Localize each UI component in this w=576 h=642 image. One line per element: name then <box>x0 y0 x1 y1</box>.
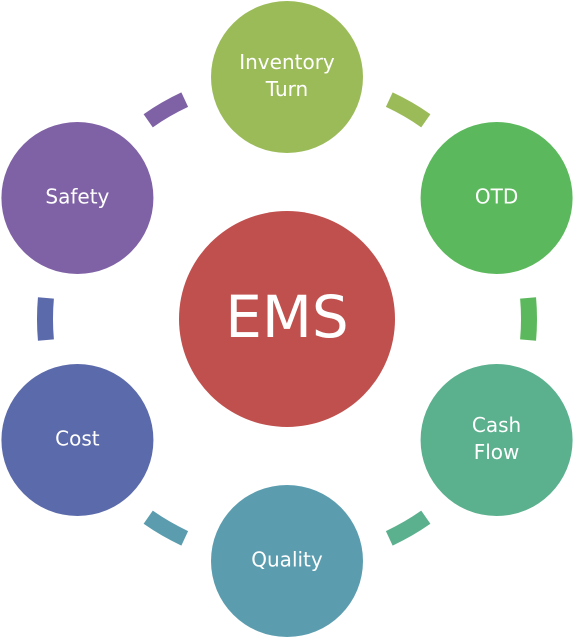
connector-otd-to-cash-flow <box>520 297 537 341</box>
center-label: EMS <box>225 283 349 351</box>
center-circle <box>179 211 395 427</box>
node-label-cash-flow-line-1: Cash <box>472 413 521 437</box>
node-safety: Safety <box>1 122 154 274</box>
node-circle-safety <box>1 122 154 274</box>
connector-inventory-turn-to-otd <box>385 92 431 128</box>
node-label-safety: Safety <box>45 185 109 209</box>
connector-layer <box>37 92 537 546</box>
node-otd: OTD <box>420 122 573 274</box>
node-quality: Quality <box>211 485 363 637</box>
connector-quality-to-cost <box>143 510 189 546</box>
connector-safety-to-inventory-turn <box>143 92 189 128</box>
center-node: EMS <box>179 211 395 427</box>
connector-cash-flow-to-quality <box>385 510 431 546</box>
connector-cost-to-safety <box>37 297 54 341</box>
node-circle-inventory-turn <box>211 1 363 153</box>
node-circle-quality <box>211 485 363 637</box>
node-label-inventory-turn-line-1: Inventory <box>239 50 335 74</box>
node-circle-cost <box>1 364 154 516</box>
node-label-cost: Cost <box>55 427 100 451</box>
node-inventory-turn: Inventory Turn <box>211 1 363 153</box>
node-label-otd: OTD <box>475 185 518 209</box>
node-circle-otd <box>420 122 573 274</box>
node-label-inventory-turn-line-2: Turn <box>265 77 308 101</box>
node-circle-cash-flow <box>420 364 573 516</box>
node-cost: Cost <box>1 364 154 516</box>
node-label-cash-flow-line-2: Flow <box>474 440 520 464</box>
node-cash-flow: Cash Flow <box>420 364 573 516</box>
node-label-quality: Quality <box>251 548 323 572</box>
